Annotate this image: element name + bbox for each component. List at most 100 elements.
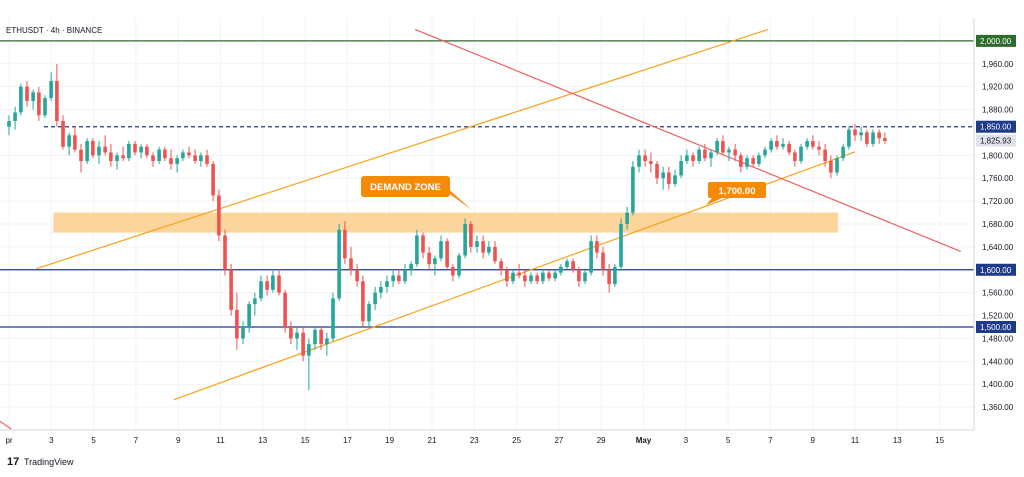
candle-body: [403, 269, 407, 282]
price-tick-label: 1,360.00: [982, 403, 1014, 412]
candle-body: [139, 146, 143, 153]
price-axis[interactable]: 1,360.00 1,400.00 1,440.00 1,480.00 1,520.00…: [976, 34, 1016, 412]
candle-body: [487, 246, 491, 253]
time-axis[interactable]: pr 3 5 7 9 11 13 15 17 19 21 23 25 27 29 May 3 5 7 9 11 13 15: [5, 436, 944, 445]
candle-body: [289, 327, 293, 339]
time-tick-label: 9: [176, 436, 181, 445]
tradingview-brand: TradingView: [24, 457, 74, 467]
candle-body: [397, 275, 401, 282]
time-tick-label: 5: [726, 436, 731, 445]
candle-body: [199, 155, 203, 162]
candle-body: [835, 158, 839, 173]
candle-body: [751, 158, 755, 164]
candle-body: [715, 141, 719, 153]
price-level-tag-support-1500: [976, 321, 1016, 333]
trendline-channel-upper: [36, 28, 769, 270]
candle-body: [589, 241, 593, 273]
candle-body: [457, 255, 461, 276]
demand-zone-label-box: [361, 176, 450, 197]
candle-body: [283, 292, 287, 327]
current-price-text: 1,825.93: [980, 136, 1012, 145]
candle-body: [661, 172, 665, 179]
price-level-tag-top-resistance: [976, 34, 1016, 47]
candle-body: [25, 86, 29, 101]
candle-body: [793, 152, 797, 162]
candle-body: [115, 155, 119, 162]
candle-body: [781, 143, 785, 147]
time-tick-label: 25: [512, 436, 521, 445]
trendline-descending-old: [0, 420, 12, 430]
candle-body: [61, 121, 65, 147]
candle-body: [385, 281, 389, 287]
candle-body: [337, 229, 341, 299]
candle-body: [511, 272, 515, 282]
candle-body: [157, 149, 161, 162]
candle-body: [43, 98, 47, 116]
candle-body: [475, 241, 479, 247]
time-tick-label: 15: [301, 436, 310, 445]
candle-body: [583, 272, 587, 282]
candle-body: [841, 146, 845, 159]
candle-body: [307, 344, 311, 356]
candle-body: [409, 264, 413, 270]
time-tick-label: 3: [49, 436, 54, 445]
candle-body: [361, 281, 365, 322]
candle-body: [421, 235, 425, 253]
candle-body: [133, 143, 137, 153]
price-tick-label: 1,440.00: [982, 357, 1014, 366]
candle-body: [733, 149, 737, 156]
candle-body: [757, 155, 761, 164]
candle-body: [535, 275, 539, 282]
price-tick-label: 1,400.00: [982, 380, 1014, 389]
candle-body: [667, 172, 671, 184]
price-level-tag-text: 2,000.00: [980, 37, 1012, 46]
candle-body: [211, 163, 215, 196]
candle-body: [169, 158, 173, 164]
candle-body: [577, 269, 581, 282]
candle-body: [685, 155, 689, 162]
candle-body: [415, 235, 419, 265]
candle-body: [859, 132, 863, 136]
candle-body: [355, 269, 359, 282]
candle-body: [145, 146, 149, 156]
candle-body: [829, 161, 833, 173]
price-tag-1700-pointer: [706, 198, 722, 205]
candle-body: [559, 266, 563, 273]
price-tick-label: 1,880.00: [982, 106, 1014, 115]
candle-body: [601, 252, 605, 270]
candle-body: [253, 298, 257, 305]
price-level-tag-text: 1,500.00: [980, 323, 1012, 332]
candle-body: [691, 155, 695, 162]
candle-body: [493, 246, 497, 262]
candle-body: [319, 329, 323, 345]
candle-body: [865, 132, 869, 144]
candle-body: [823, 149, 827, 162]
candle-body: [271, 275, 275, 290]
level-lines: [0, 40, 974, 328]
candle-body: [175, 158, 179, 164]
candle-body: [769, 141, 773, 150]
candle-body: [619, 224, 623, 267]
candle-body: [847, 129, 851, 147]
time-tick-label: 5: [91, 436, 96, 445]
candle-body: [703, 149, 707, 159]
candle-body: [853, 129, 857, 136]
candle-body: [877, 132, 881, 139]
annotations: DEMAND ZONE 1,700.00: [361, 176, 766, 210]
candle-body: [463, 224, 467, 256]
time-tick-label: 27: [554, 436, 563, 445]
candle-body: [91, 141, 95, 156]
candle-body: [247, 304, 251, 327]
price-tick-label: 1,480.00: [982, 334, 1014, 343]
candle-body: [193, 155, 197, 162]
tradingview-logo-icon: 17: [7, 456, 19, 468]
tradingview-footer[interactable]: 17 TradingView: [7, 456, 74, 468]
time-tick-label: 17: [343, 436, 352, 445]
candle-body: [37, 92, 41, 116]
candle-body: [481, 241, 485, 253]
candle-body: [499, 261, 503, 270]
candle-body: [655, 163, 659, 179]
price-level-tag-support-1600: [976, 263, 1016, 276]
